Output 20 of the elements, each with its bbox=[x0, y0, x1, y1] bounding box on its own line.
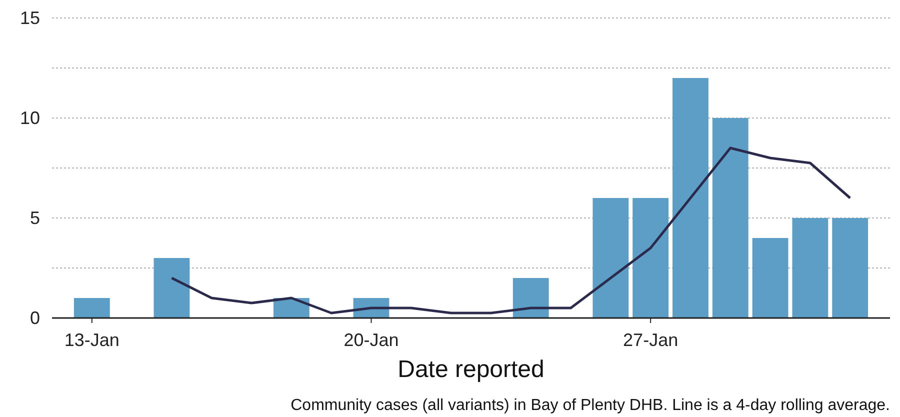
bar bbox=[74, 298, 110, 318]
bar bbox=[792, 218, 828, 318]
y-tick-label: 10 bbox=[20, 108, 40, 128]
bar bbox=[632, 198, 669, 318]
x-tick-label: 27-Jan bbox=[623, 330, 678, 350]
bar bbox=[512, 278, 549, 318]
y-tick-label: 0 bbox=[30, 308, 40, 328]
y-tick-label: 5 bbox=[30, 208, 40, 228]
bar bbox=[592, 198, 629, 318]
bar bbox=[832, 218, 868, 318]
text: Community cases (all variants) in Bay of Plenty DHB. Line is a 4-day rolling average. bbox=[290, 397, 890, 414]
x-axis-title: Date reported bbox=[398, 356, 544, 383]
y-tick-label: 15 bbox=[20, 8, 40, 28]
bar bbox=[154, 258, 190, 318]
bar bbox=[672, 78, 708, 318]
bar bbox=[752, 238, 788, 318]
bar bbox=[712, 118, 748, 318]
line-series bbox=[170, 146, 852, 314]
x-tick-label: 13-Jan bbox=[64, 330, 120, 350]
x-tick-label: 20-Jan bbox=[344, 330, 399, 350]
